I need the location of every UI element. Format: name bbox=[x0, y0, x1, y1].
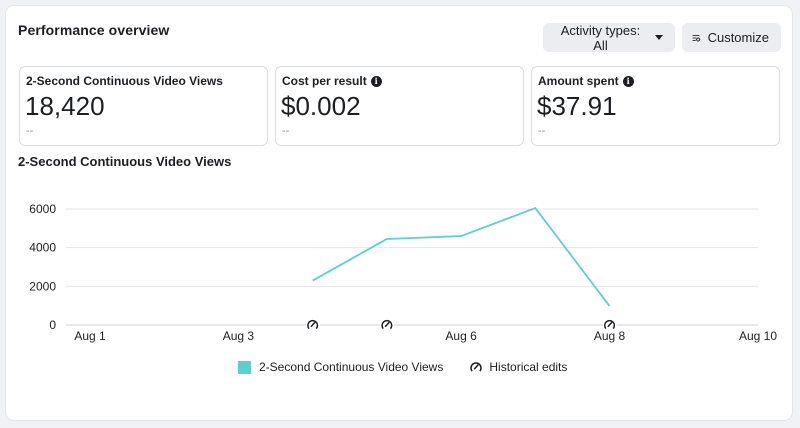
y-tick-label: 4000 bbox=[29, 241, 56, 255]
historical-edit-marker[interactable] bbox=[379, 318, 394, 332]
sliders-icon bbox=[692, 34, 701, 42]
historical-edit-icon bbox=[469, 360, 483, 374]
y-tick-label: 2000 bbox=[29, 279, 56, 293]
info-icon[interactable]: i bbox=[370, 75, 382, 87]
metric-comparison: -- bbox=[282, 125, 290, 137]
y-tick-label: 6000 bbox=[29, 202, 56, 216]
metric-comparison: -- bbox=[26, 125, 34, 137]
metric-value: $0.002 bbox=[281, 91, 361, 121]
customize-button[interactable]: Customize bbox=[682, 23, 781, 52]
metric-label: Cost per result i bbox=[282, 74, 382, 88]
activity-types-dropdown[interactable]: Activity types: All bbox=[543, 22, 675, 53]
legend-series-label: 2-Second Continuous Video Views bbox=[259, 360, 444, 374]
x-tick-label: Aug 10 bbox=[739, 329, 777, 343]
series-swatch bbox=[238, 360, 251, 374]
metric-value: 18,420 bbox=[25, 91, 105, 121]
metric-card-amount-spent[interactable]: Amount spent i $37.91 -- bbox=[531, 66, 780, 146]
x-tick-label: Aug 8 bbox=[594, 329, 626, 343]
legend-item-series[interactable]: 2-Second Continuous Video Views bbox=[238, 360, 443, 374]
metric-label: 2-Second Continuous Video Views bbox=[26, 74, 223, 88]
line-chart: 0 2000 4000 6000 Aug 1 Aug 3 Aug 6 Aug 8 Aug 10 bbox=[29, 202, 777, 343]
historical-edit-marker[interactable] bbox=[305, 318, 320, 332]
customize-label: Customize bbox=[707, 30, 769, 45]
metric-label: Amount spent i bbox=[538, 74, 634, 88]
metric-label-text: Cost per result bbox=[282, 74, 367, 88]
x-tick-label: Aug 1 bbox=[74, 329, 106, 343]
metric-value: $37.91 bbox=[537, 91, 617, 121]
historical-edit-marker[interactable] bbox=[602, 318, 617, 332]
series-line bbox=[312, 207, 611, 307]
info-icon[interactable]: i bbox=[622, 75, 634, 87]
x-tick-label: Aug 3 bbox=[223, 329, 255, 343]
legend-item-historical-edits[interactable]: Historical edits bbox=[469, 360, 567, 374]
activity-types-label: Activity types: All bbox=[560, 22, 641, 53]
chart-legend: 2-Second Continuous Video Views Historic… bbox=[238, 360, 567, 374]
x-tick-label: Aug 6 bbox=[445, 329, 477, 343]
metric-label-text: Amount spent bbox=[538, 74, 619, 88]
caret-down-icon bbox=[655, 35, 663, 40]
section-title: Performance overview bbox=[18, 22, 170, 38]
legend-historical-label: Historical edits bbox=[489, 360, 568, 374]
metric-label-text: 2-Second Continuous Video Views bbox=[26, 74, 223, 88]
y-tick-label: 0 bbox=[49, 318, 56, 332]
metric-comparison: -- bbox=[538, 125, 546, 137]
performance-overview-card: Performance overview Activity types: All… bbox=[6, 6, 792, 420]
metric-card-video-views[interactable]: 2-Second Continuous Video Views 18,420 -… bbox=[19, 66, 268, 146]
chart-title: 2-Second Continuous Video Views bbox=[18, 154, 232, 169]
metric-card-cost-per-result[interactable]: Cost per result i $0.002 -- bbox=[275, 66, 524, 146]
